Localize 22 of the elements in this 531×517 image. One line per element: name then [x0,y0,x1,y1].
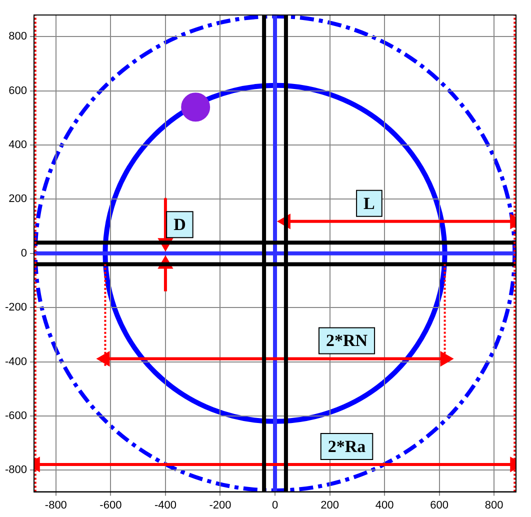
y-tick-label: -600 [4,410,28,422]
y-tick-label: 600 [8,84,28,97]
y-tick-label: 400 [8,139,28,152]
x-tick-label: 200 [320,499,339,512]
x-tick-label: 800 [484,499,504,512]
x-tick-label: 600 [430,499,448,512]
y-tick-label: 0 [20,247,28,260]
annotation: L [364,194,375,213]
x-tick-label: -600 [100,499,122,512]
y-tick-label: 800 [8,30,28,43]
y-tick-label: -200 [4,302,28,314]
x-tick-label: -400 [154,499,176,512]
annotation: 2*Ra [328,436,366,456]
y-tick-label: -400 [4,356,28,368]
x-tick-label: 400 [375,499,394,512]
y-tick-label: 200 [8,193,28,206]
x-tick-label: -800 [44,499,67,512]
annotation: D [174,214,186,234]
y-tick-label: -800 [4,464,28,476]
annotation: 2*RN [326,331,368,350]
x-tick-label: -200 [209,499,232,512]
x-tick-label: 0 [272,499,278,512]
